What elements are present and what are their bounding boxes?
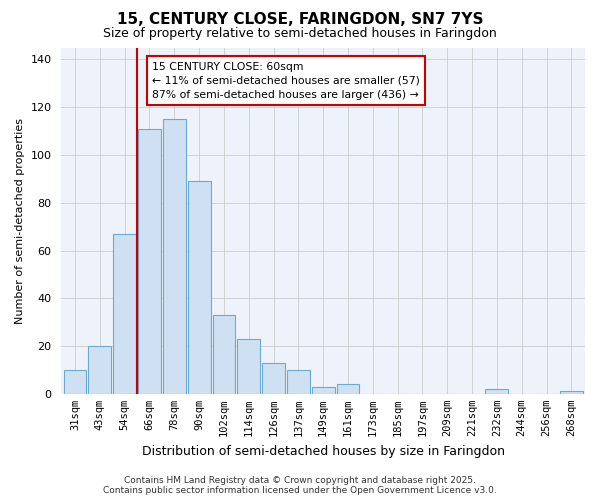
Bar bbox=[312, 386, 335, 394]
Text: Size of property relative to semi-detached houses in Faringdon: Size of property relative to semi-detach… bbox=[103, 28, 497, 40]
Bar bbox=[163, 119, 186, 394]
Text: 15 CENTURY CLOSE: 60sqm
← 11% of semi-detached houses are smaller (57)
87% of se: 15 CENTURY CLOSE: 60sqm ← 11% of semi-de… bbox=[152, 62, 420, 100]
Bar bbox=[287, 370, 310, 394]
Bar bbox=[238, 339, 260, 394]
Text: 15, CENTURY CLOSE, FARINGDON, SN7 7YS: 15, CENTURY CLOSE, FARINGDON, SN7 7YS bbox=[117, 12, 483, 28]
Text: Contains HM Land Registry data © Crown copyright and database right 2025.: Contains HM Land Registry data © Crown c… bbox=[124, 476, 476, 485]
Bar bbox=[138, 128, 161, 394]
Bar bbox=[64, 370, 86, 394]
Bar bbox=[337, 384, 359, 394]
Text: Contains public sector information licensed under the Open Government Licence v3: Contains public sector information licen… bbox=[103, 486, 497, 495]
Bar bbox=[485, 389, 508, 394]
Y-axis label: Number of semi-detached properties: Number of semi-detached properties bbox=[15, 118, 25, 324]
Bar bbox=[88, 346, 111, 394]
X-axis label: Distribution of semi-detached houses by size in Faringdon: Distribution of semi-detached houses by … bbox=[142, 444, 505, 458]
Bar bbox=[113, 234, 136, 394]
Bar bbox=[262, 363, 285, 394]
Bar bbox=[188, 181, 211, 394]
Bar bbox=[560, 392, 583, 394]
Bar bbox=[212, 315, 235, 394]
